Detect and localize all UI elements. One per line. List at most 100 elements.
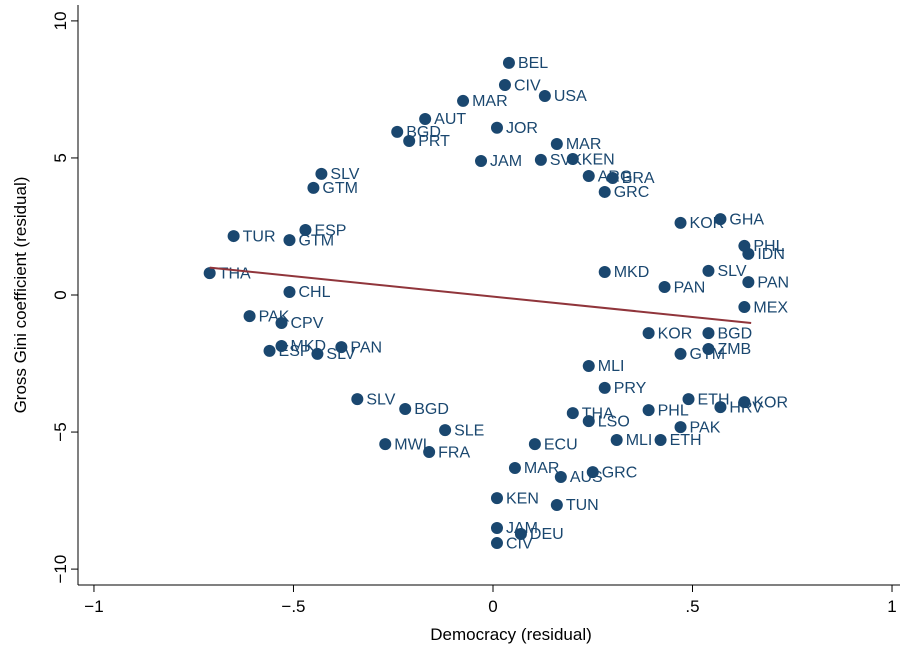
x-tick-label: −.5 xyxy=(281,597,305,616)
point xyxy=(439,424,452,437)
point-label: GHA xyxy=(729,211,764,228)
point-label: ESP xyxy=(314,222,346,239)
point xyxy=(391,125,404,138)
point xyxy=(586,466,599,479)
point xyxy=(490,121,503,134)
point-label: ECU xyxy=(544,436,578,453)
point xyxy=(528,438,541,451)
point-label: KEN xyxy=(506,490,539,507)
point xyxy=(227,230,240,243)
point xyxy=(514,528,527,541)
point-label: BGD xyxy=(406,124,441,141)
point-label: PHL xyxy=(753,238,784,255)
point-label: BRA xyxy=(622,170,655,187)
point-label: MAR xyxy=(524,460,560,477)
point-label: PHL xyxy=(658,402,689,419)
point xyxy=(550,137,563,150)
point xyxy=(490,537,503,550)
point xyxy=(582,359,595,372)
point xyxy=(598,185,611,198)
point-label: JAM xyxy=(490,153,522,170)
x-axis-title: Democracy (residual) xyxy=(430,625,592,644)
point xyxy=(654,434,667,446)
point-label: MWI xyxy=(394,436,427,453)
x-tick-label: 1 xyxy=(887,597,896,616)
point-label: BGD xyxy=(717,325,752,342)
point-label: PAN xyxy=(350,339,382,356)
point xyxy=(307,181,320,194)
point xyxy=(475,154,488,167)
point xyxy=(203,267,216,280)
point-label: GRC xyxy=(602,464,638,481)
point-label: GTM xyxy=(298,232,334,249)
y-tick-label: 10 xyxy=(51,11,70,30)
point xyxy=(714,213,727,226)
point xyxy=(550,498,563,511)
x-tick-label: −1 xyxy=(84,597,103,616)
point xyxy=(702,342,715,355)
point xyxy=(275,316,288,329)
point-label: PAN xyxy=(674,279,706,296)
point-label: MAR xyxy=(472,93,508,110)
point xyxy=(379,438,392,451)
point xyxy=(566,153,579,166)
point xyxy=(738,396,751,409)
point-label: MEX xyxy=(753,299,788,316)
point-label: MAR xyxy=(566,136,602,153)
point-label: PAK xyxy=(690,419,721,436)
y-tick-label: −5 xyxy=(51,422,70,441)
point-label: PRY xyxy=(614,380,647,397)
point xyxy=(582,415,595,428)
point xyxy=(582,170,595,183)
x-tick-label: 0 xyxy=(488,597,497,616)
point-label: USA xyxy=(554,88,587,105)
point xyxy=(490,521,503,534)
point-label: BEL xyxy=(518,55,548,72)
point-label: MLI xyxy=(598,358,625,375)
point-label: SLV xyxy=(330,166,359,183)
point xyxy=(498,79,511,92)
point-label: SLV xyxy=(326,346,355,363)
point xyxy=(311,347,324,360)
point xyxy=(702,327,715,340)
point xyxy=(299,224,312,237)
point-label: JOR xyxy=(506,120,538,137)
point xyxy=(403,134,416,147)
point xyxy=(508,461,521,474)
point xyxy=(419,113,432,126)
point xyxy=(538,90,551,103)
point-label: CPV xyxy=(291,315,324,332)
point-label: KOR xyxy=(690,215,725,232)
point xyxy=(534,153,547,166)
point-label: GTM xyxy=(322,180,358,197)
point-label: KOR xyxy=(753,394,788,411)
point-label: KOR xyxy=(658,325,693,342)
point-label: SLV xyxy=(717,263,746,280)
point xyxy=(423,446,436,459)
point-label: SVK xyxy=(550,152,582,169)
point xyxy=(283,234,296,247)
point-label: MKD xyxy=(614,264,650,281)
point xyxy=(674,216,687,229)
point xyxy=(606,171,619,184)
point xyxy=(682,393,695,406)
point-label: KEN xyxy=(582,151,615,168)
point xyxy=(490,492,503,505)
point-label: FRA xyxy=(438,444,470,461)
point-label: PAN xyxy=(757,274,789,291)
point xyxy=(742,276,755,289)
point xyxy=(275,339,288,352)
fit-line xyxy=(209,266,752,324)
point-label: TUN xyxy=(566,497,599,514)
point-label: SLV xyxy=(366,391,395,408)
point-label: CHL xyxy=(298,284,330,301)
point-label: CIV xyxy=(514,77,541,94)
point-label: PRT xyxy=(418,133,450,150)
point xyxy=(598,265,611,278)
point-label: DEU xyxy=(530,526,564,543)
point xyxy=(243,310,256,323)
point-label: GTM xyxy=(690,346,726,363)
point-label: THA xyxy=(582,405,614,422)
y-tick-label: 0 xyxy=(51,290,70,299)
